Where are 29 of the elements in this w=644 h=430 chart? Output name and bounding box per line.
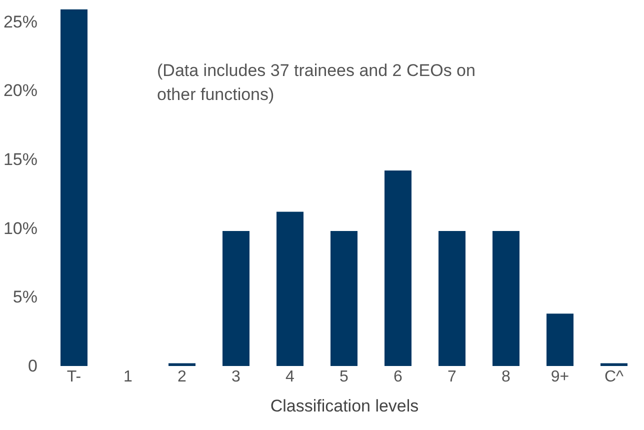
x-tick-label: 9+ xyxy=(550,368,570,386)
bar xyxy=(600,363,628,366)
x-axis-title: Classification levels xyxy=(270,396,419,416)
x-tick-label: 1 xyxy=(124,368,133,386)
y-tick-label: 5% xyxy=(12,288,38,307)
y-tick-label: 15% xyxy=(3,150,38,169)
x-tick-label: T- xyxy=(66,368,82,386)
x-tick-label: 5 xyxy=(340,368,349,386)
x-tick-label: 3 xyxy=(232,368,241,386)
bar xyxy=(546,314,574,366)
x-tick-label: C^ xyxy=(604,368,624,386)
x-tick-label: 6 xyxy=(394,368,403,386)
bar xyxy=(438,231,466,366)
bar xyxy=(384,170,412,366)
bar xyxy=(492,231,520,366)
y-tick-label: 25% xyxy=(3,12,38,32)
bar xyxy=(330,231,358,366)
y-tick-label: 20% xyxy=(3,81,38,100)
bar xyxy=(276,212,304,366)
annotation: (Data includes 37 trainees and 2 CEOs on other functions) xyxy=(157,61,476,104)
x-tick-label: 2 xyxy=(178,368,187,386)
bar xyxy=(222,231,250,366)
x-tick-label: 7 xyxy=(448,368,457,386)
bar xyxy=(60,9,88,366)
x-tick-label: 8 xyxy=(502,368,511,386)
bar xyxy=(168,363,196,366)
y-tick-label: 0 xyxy=(28,356,38,376)
y-tick-label: 10% xyxy=(3,218,38,238)
x-tick-label: 4 xyxy=(286,368,295,386)
